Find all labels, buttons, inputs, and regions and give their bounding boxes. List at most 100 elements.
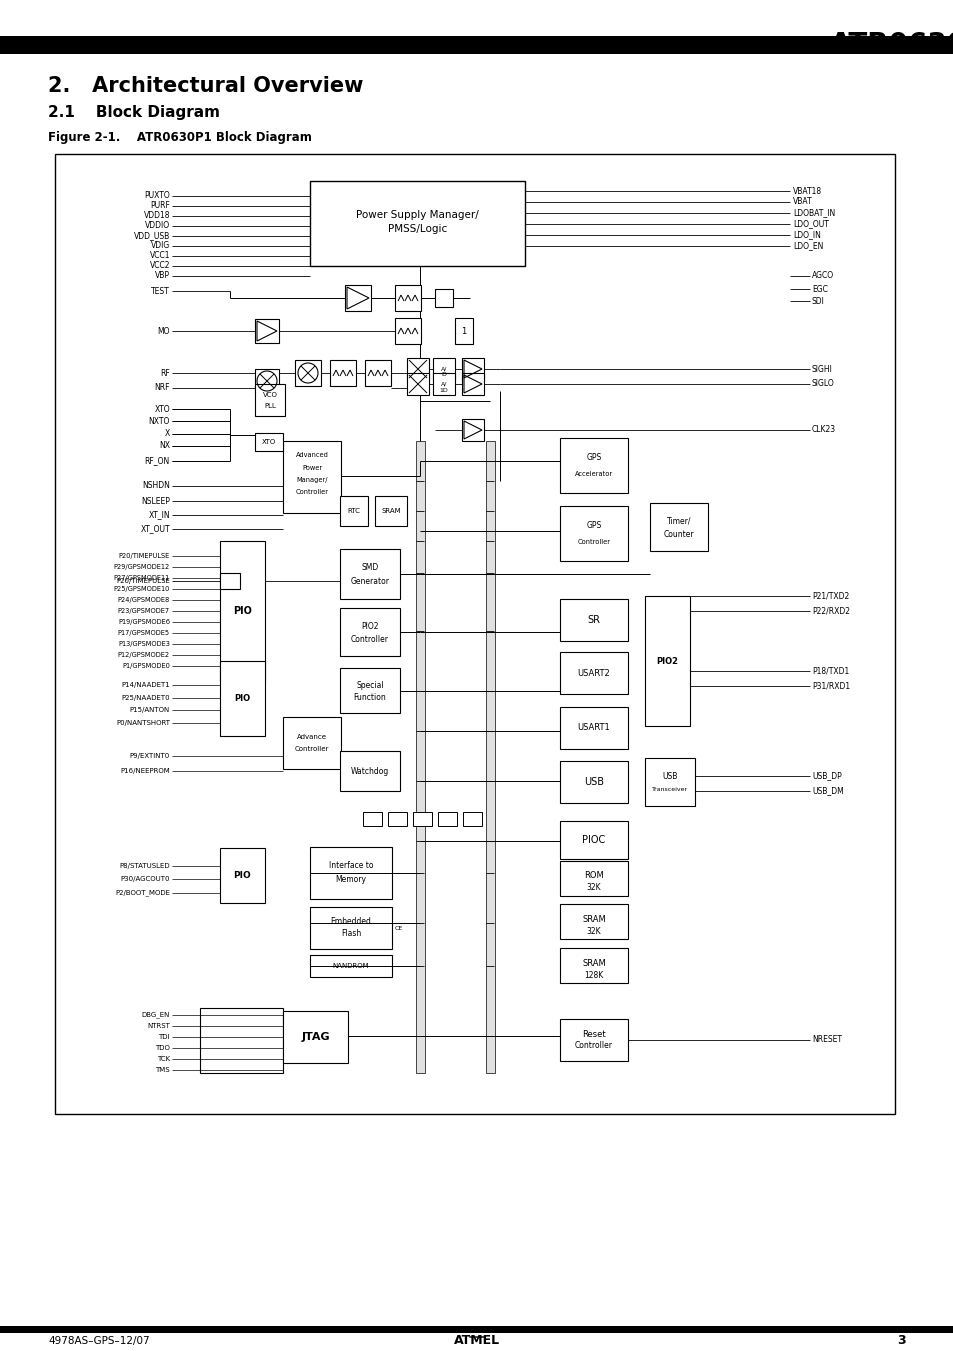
Text: 3: 3 — [897, 1335, 905, 1347]
Text: USB: USB — [583, 777, 603, 788]
Text: ATR0630P1: ATR0630P1 — [829, 31, 953, 59]
Text: P16/NEEPROM: P16/NEEPROM — [120, 767, 170, 774]
Text: P17/GPSMODE5: P17/GPSMODE5 — [118, 630, 170, 636]
Text: P15/ANTON: P15/ANTON — [130, 707, 170, 713]
Text: JTAG: JTAG — [301, 1032, 330, 1042]
Text: Generator: Generator — [350, 577, 389, 586]
Text: TDO: TDO — [155, 1046, 170, 1051]
Text: USART2: USART2 — [577, 669, 610, 677]
Text: Transceiver: Transceiver — [651, 786, 687, 792]
Text: VBAT: VBAT — [792, 197, 812, 207]
Text: NTRST: NTRST — [147, 1023, 170, 1029]
Text: Controller: Controller — [294, 746, 329, 753]
Text: CE: CE — [395, 925, 403, 931]
Text: 32K: 32K — [586, 884, 600, 893]
Text: NSLEEP: NSLEEP — [141, 497, 170, 505]
Text: P1/GPSMODE0: P1/GPSMODE0 — [122, 663, 170, 669]
Bar — [283, 717, 340, 769]
Text: 4978AS–GPS–12/07: 4978AS–GPS–12/07 — [48, 1336, 150, 1346]
Text: DBG_EN: DBG_EN — [141, 1012, 170, 1019]
Bar — [433, 373, 455, 394]
Text: P22/RXD2: P22/RXD2 — [811, 607, 849, 616]
Text: A/: A/ — [440, 381, 447, 386]
Bar — [345, 285, 371, 311]
Bar — [462, 812, 481, 825]
Text: P31/RXD1: P31/RXD1 — [811, 681, 849, 690]
Bar — [0, 36, 953, 54]
Text: RF_ON: RF_ON — [145, 457, 170, 466]
Bar — [559, 1019, 627, 1061]
Text: NXTO: NXTO — [149, 416, 170, 426]
Bar — [559, 653, 627, 694]
Text: 2.1    Block Diagram: 2.1 Block Diagram — [48, 105, 220, 120]
Text: Timer/: Timer/ — [666, 516, 691, 526]
Text: NSHDN: NSHDN — [142, 481, 170, 490]
Text: XTO: XTO — [262, 439, 275, 444]
Text: Counter: Counter — [663, 530, 694, 539]
Bar — [559, 707, 627, 748]
Text: EGC: EGC — [811, 285, 827, 293]
Bar — [455, 317, 473, 345]
Text: RF: RF — [160, 369, 170, 377]
Text: SR: SR — [587, 615, 599, 626]
Text: Manager/: Manager/ — [296, 477, 328, 482]
Bar — [559, 904, 627, 939]
Text: ATMEL: ATMEL — [454, 1335, 499, 1347]
Text: SIGLO: SIGLO — [811, 380, 834, 389]
Bar — [254, 319, 278, 343]
Text: VDD18: VDD18 — [143, 212, 170, 220]
Text: VCO: VCO — [262, 392, 277, 399]
Bar — [310, 907, 392, 948]
Bar — [416, 440, 424, 1073]
Text: ROM: ROM — [583, 871, 603, 881]
Bar — [644, 596, 689, 725]
Text: SRAM: SRAM — [581, 958, 605, 967]
Text: SIGHI: SIGHI — [811, 365, 832, 373]
Text: 1D: 1D — [439, 388, 448, 393]
Bar — [310, 181, 524, 266]
Bar — [310, 847, 392, 898]
Text: PIO: PIO — [234, 694, 251, 703]
Text: LDOBAT_IN: LDOBAT_IN — [792, 208, 835, 218]
Text: PIO: PIO — [233, 871, 251, 880]
Text: PIOC: PIOC — [581, 835, 605, 844]
Text: P13/GPSMODE3: P13/GPSMODE3 — [118, 640, 170, 647]
Text: A/: A/ — [440, 366, 447, 372]
Text: SMD: SMD — [361, 563, 378, 573]
Text: X: X — [165, 430, 170, 439]
Text: 128K: 128K — [584, 970, 603, 979]
Text: VCC1: VCC1 — [150, 251, 170, 261]
Bar — [559, 507, 627, 561]
Text: Memory: Memory — [335, 874, 366, 884]
Text: Advance: Advance — [296, 734, 327, 740]
Text: USB: USB — [661, 771, 677, 781]
Text: NRESET: NRESET — [811, 1035, 841, 1044]
Bar — [559, 438, 627, 493]
Text: P24/GPSMODE8: P24/GPSMODE8 — [117, 597, 170, 603]
Text: VBAT18: VBAT18 — [792, 186, 821, 196]
Bar — [220, 540, 265, 681]
Bar — [559, 598, 627, 640]
Text: P21/TXD2: P21/TXD2 — [811, 592, 848, 600]
Text: TEST: TEST — [152, 286, 170, 296]
Bar — [363, 812, 381, 825]
Text: P30/AGCOUT0: P30/AGCOUT0 — [120, 875, 170, 882]
Text: RTC: RTC — [347, 508, 360, 513]
Text: GPS: GPS — [586, 453, 601, 462]
Bar — [559, 861, 627, 896]
Bar — [55, 154, 894, 1115]
Bar — [294, 359, 320, 386]
Text: Embedded: Embedded — [331, 917, 371, 927]
Text: LDO_EN: LDO_EN — [792, 242, 822, 250]
Text: SRAM: SRAM — [581, 915, 605, 924]
Bar — [395, 317, 420, 345]
Text: 2.   Architectural Overview: 2. Architectural Overview — [48, 76, 363, 96]
Text: Power: Power — [301, 465, 322, 470]
Text: P29/GPSMODE12: P29/GPSMODE12 — [113, 563, 170, 570]
Text: P20/TIMEPULSE: P20/TIMEPULSE — [118, 553, 170, 559]
Bar — [283, 1011, 348, 1063]
Text: XT_OUT: XT_OUT — [140, 524, 170, 534]
Text: NRF: NRF — [154, 384, 170, 393]
Bar — [200, 1008, 283, 1073]
Text: SDI: SDI — [811, 296, 824, 305]
